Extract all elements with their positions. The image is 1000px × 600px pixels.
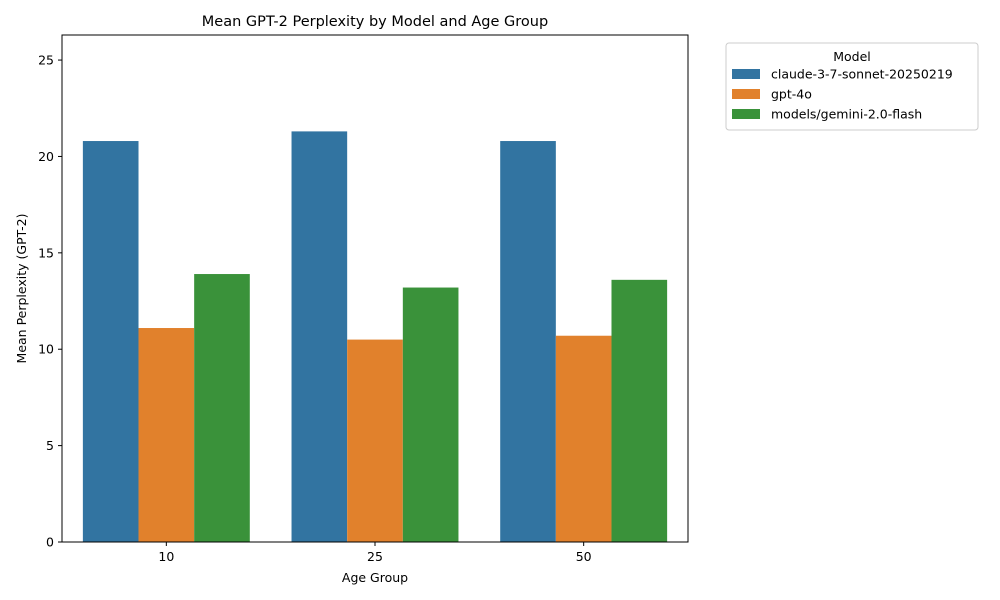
legend: Model claude-3-7-sonnet-20250219 gpt-4o mo… (725, 42, 979, 131)
y-tick-label: 0 (46, 535, 54, 550)
y-tick-label: 20 (38, 149, 54, 164)
x-axis-label: Age Group (342, 570, 408, 585)
plot-frame (61, 34, 689, 543)
bar-10-series-2 (194, 274, 250, 542)
x-tick-label: 10 (158, 549, 174, 564)
legend-swatch (732, 89, 760, 99)
legend-label: gpt-4o (771, 87, 812, 102)
y-tick-label: 10 (38, 342, 54, 357)
bar-25-series-1 (347, 339, 403, 542)
bar-50-series-1 (555, 335, 612, 542)
bar-10-series-0 (82, 141, 139, 542)
y-axis-label: Mean Perplexity (GPT-2) (14, 214, 29, 364)
bar-10-series-1 (138, 328, 195, 542)
chart-title: Mean GPT-2 Perplexity by Model and Age G… (202, 14, 548, 30)
bar-50-series-2 (611, 279, 668, 542)
legend-label: models/gemini-2.0-flash (771, 107, 922, 122)
y-tick-label: 25 (38, 53, 54, 68)
legend-box (725, 42, 979, 131)
x-tick-label: 50 (576, 549, 592, 564)
legend-swatch (732, 69, 760, 79)
bar-25-series-2 (402, 287, 459, 542)
bars (82, 131, 668, 542)
y-axis: 0 5 10 15 20 25 (38, 53, 62, 550)
legend-label: claude-3-7-sonnet-20250219 (771, 67, 953, 82)
y-tick-label: 5 (46, 438, 54, 453)
legend-swatch (732, 109, 760, 119)
x-axis: 10 25 50 (158, 542, 592, 564)
y-tick-label: 15 (38, 245, 54, 260)
bar-25-series-0 (291, 131, 348, 542)
x-tick-label: 25 (367, 549, 383, 564)
legend-title: Model (833, 49, 871, 64)
bar-50-series-0 (500, 141, 556, 542)
